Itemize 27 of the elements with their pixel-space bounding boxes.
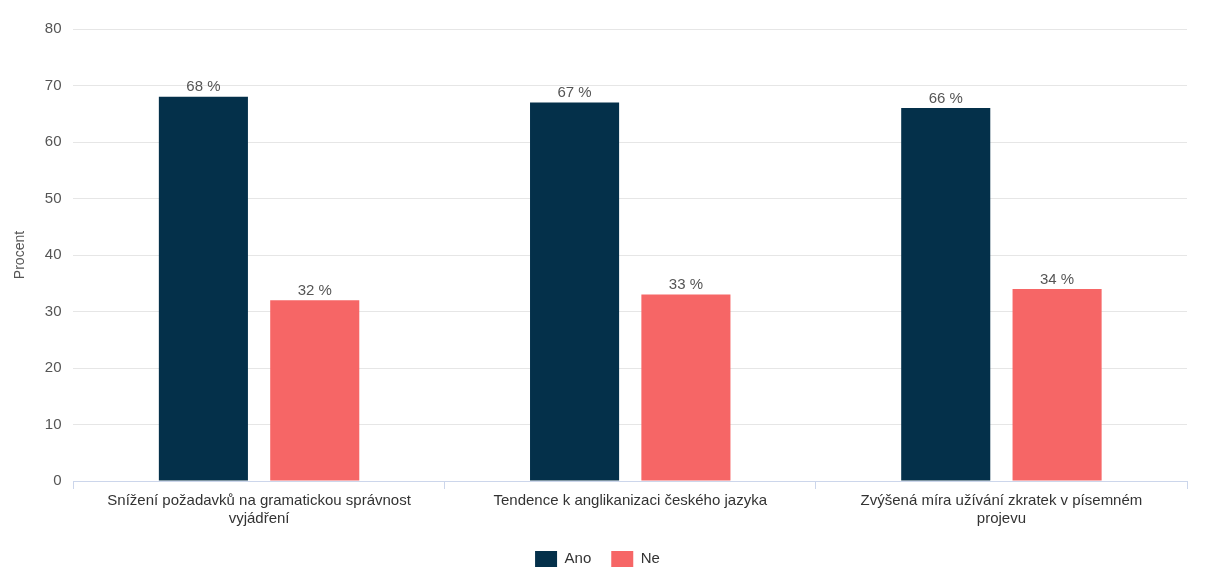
bar [270,300,360,481]
bar [641,294,731,481]
bar [1012,288,1102,481]
data-label: 33 % [668,275,704,293]
data-label: 68 % [186,77,221,95]
bar [901,108,991,481]
bar [530,102,620,481]
y-tick-label: 0 [53,471,62,489]
data-label: 67 % [557,83,592,101]
bar [158,96,248,481]
y-axis-title: Procent [11,230,28,280]
x-tick-label: Zvýšená míra užívání zkratek v písemném projevu [860,491,1143,527]
y-tick-label: 70 [44,75,62,93]
legend-label: Ano [564,549,592,567]
y-tick-label: 30 [44,301,62,319]
x-tick-label: Snížení požadavků na gramatickou správnost vyjádření [107,491,412,527]
y-tick-label: 20 [44,358,62,376]
y-tick-label: 40 [44,245,62,263]
y-tick-label: 50 [44,188,62,206]
y-tick-label: 10 [44,414,62,432]
data-label: 66 % [928,88,963,106]
y-tick-label: 60 [44,132,62,150]
x-tick-label: Tendence k anglikanizaci českého jazyka [493,491,768,509]
legend-label: Ne [640,549,660,567]
data-label: 34 % [1039,269,1075,287]
data-label: 32 % [297,280,332,298]
y-tick-label: 80 [44,19,62,37]
